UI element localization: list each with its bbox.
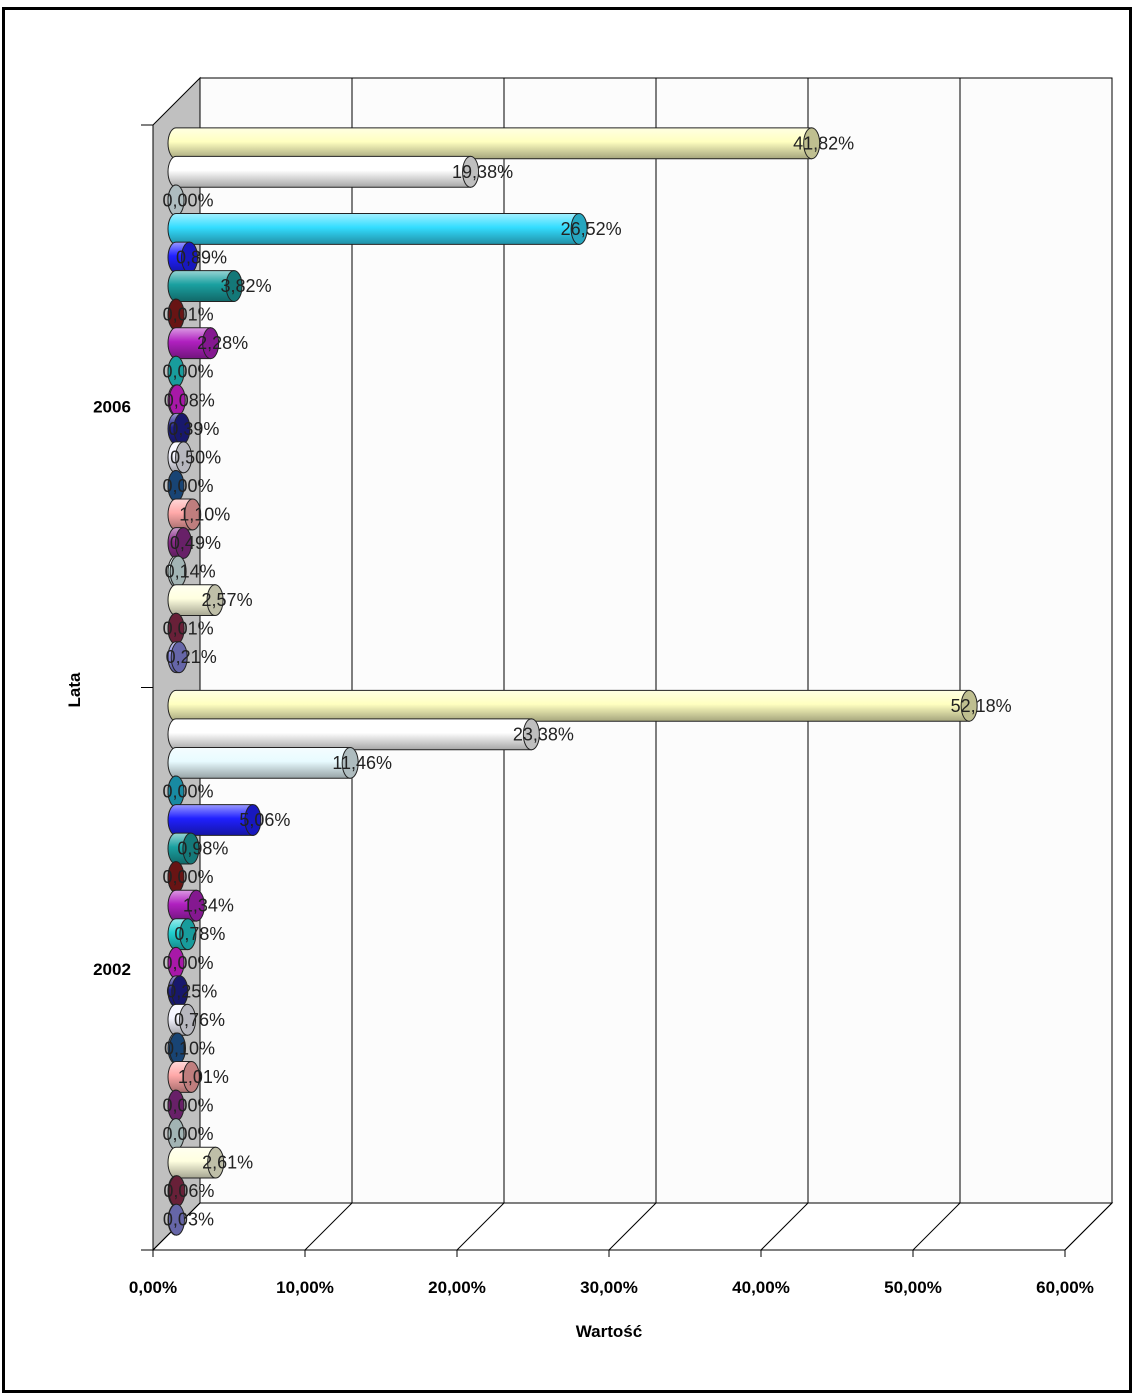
- bar-end-cap: [803, 127, 821, 160]
- data-label: 0,50%: [170, 447, 221, 467]
- x-tick-label: 60,00%: [1036, 1278, 1094, 1297]
- bar-end-cap: [170, 641, 188, 674]
- x-tick-label: 50,00%: [884, 1278, 942, 1297]
- bar-end-cap: [960, 689, 978, 722]
- bar-end-cap: [179, 1003, 197, 1036]
- x-tick-label: 20,00%: [428, 1278, 486, 1297]
- bar: [167, 127, 813, 160]
- bar-end-cap: [522, 718, 540, 751]
- bar-end-cap: [244, 804, 262, 836]
- floor-gridline: [760, 1202, 809, 1251]
- data-label: 0,00%: [162, 362, 213, 382]
- data-label: 0,14%: [165, 562, 216, 582]
- data-label: 0,21%: [166, 647, 217, 667]
- bar: [167, 213, 580, 245]
- bar: [167, 746, 351, 779]
- data-label: 0,08%: [164, 390, 215, 410]
- data-label: 2,57%: [202, 590, 253, 610]
- data-label: 3,82%: [221, 276, 272, 296]
- data-label: 0,01%: [163, 305, 214, 325]
- data-label: 0,00%: [162, 953, 213, 973]
- data-label: 5,06%: [239, 810, 290, 830]
- data-label: 1,10%: [179, 504, 230, 524]
- bar-end-cap: [225, 270, 243, 302]
- data-label: 0,06%: [163, 1181, 214, 1201]
- bar-end-cap: [182, 832, 200, 865]
- data-label: 0,00%: [162, 867, 213, 887]
- bar: [167, 155, 472, 188]
- bar-end-cap: [207, 1146, 225, 1179]
- floor-gridline: [608, 1202, 657, 1251]
- bar-end-cap: [175, 441, 193, 474]
- data-label: 0,49%: [170, 533, 221, 553]
- data-label: 0,76%: [174, 1010, 225, 1030]
- floor-gridline: [456, 1202, 505, 1251]
- data-label: 0,03%: [163, 1210, 214, 1230]
- data-label: 0,00%: [162, 1096, 213, 1116]
- x-tick-label: 10,00%: [276, 1278, 334, 1297]
- floor-gridline: [1064, 1202, 1113, 1251]
- y-category-label: 2002: [93, 960, 131, 979]
- data-label: 2,61%: [202, 1153, 253, 1173]
- data-label: 0,00%: [162, 190, 213, 210]
- bar: [167, 718, 532, 751]
- data-label: 0,98%: [177, 839, 228, 859]
- data-label: 0,39%: [168, 419, 219, 439]
- bar-end-cap: [462, 155, 480, 188]
- bar-end-cap: [184, 498, 202, 531]
- data-label: 0,01%: [163, 619, 214, 639]
- bar-end-cap: [206, 584, 224, 617]
- x-tick-label: 0,00%: [129, 1278, 177, 1297]
- data-label: 0,00%: [162, 781, 213, 801]
- bar-end-cap: [341, 746, 359, 779]
- bar: [167, 689, 970, 722]
- data-label: 0,89%: [176, 247, 227, 267]
- floor-gridline: [304, 1202, 353, 1251]
- data-label: 26,52%: [561, 219, 622, 239]
- data-label: 41,82%: [793, 133, 854, 153]
- bar-end-cap: [167, 1203, 185, 1236]
- x-axis-title: Wartość: [576, 1322, 642, 1341]
- data-label: 19,38%: [452, 162, 513, 182]
- bar-end-cap: [187, 889, 205, 922]
- data-label: 0,78%: [174, 924, 225, 944]
- bar-end-cap: [174, 527, 192, 559]
- data-label: 23,38%: [513, 724, 574, 744]
- data-label: 1,01%: [178, 1067, 229, 1087]
- x-tick-label: 30,00%: [580, 1278, 638, 1297]
- x-tick-label: 40,00%: [732, 1278, 790, 1297]
- data-label: 0,00%: [162, 476, 213, 496]
- data-label: 0,10%: [164, 1038, 215, 1058]
- data-label: 0,00%: [162, 1124, 213, 1144]
- y-category-label: 2006: [93, 397, 131, 416]
- bar-end-cap: [570, 213, 588, 245]
- bar-end-cap: [182, 1061, 200, 1093]
- y-axis-title: Lata: [65, 672, 84, 708]
- data-label: 0,25%: [166, 981, 217, 1001]
- data-label: 11,46%: [332, 753, 392, 773]
- data-label: 2,28%: [197, 333, 248, 353]
- data-label: 1,34%: [183, 896, 234, 916]
- floor-gridline: [912, 1202, 961, 1251]
- bar-end-cap: [202, 327, 220, 360]
- data-label: 52,18%: [951, 696, 1012, 716]
- bar-end-cap: [179, 918, 197, 951]
